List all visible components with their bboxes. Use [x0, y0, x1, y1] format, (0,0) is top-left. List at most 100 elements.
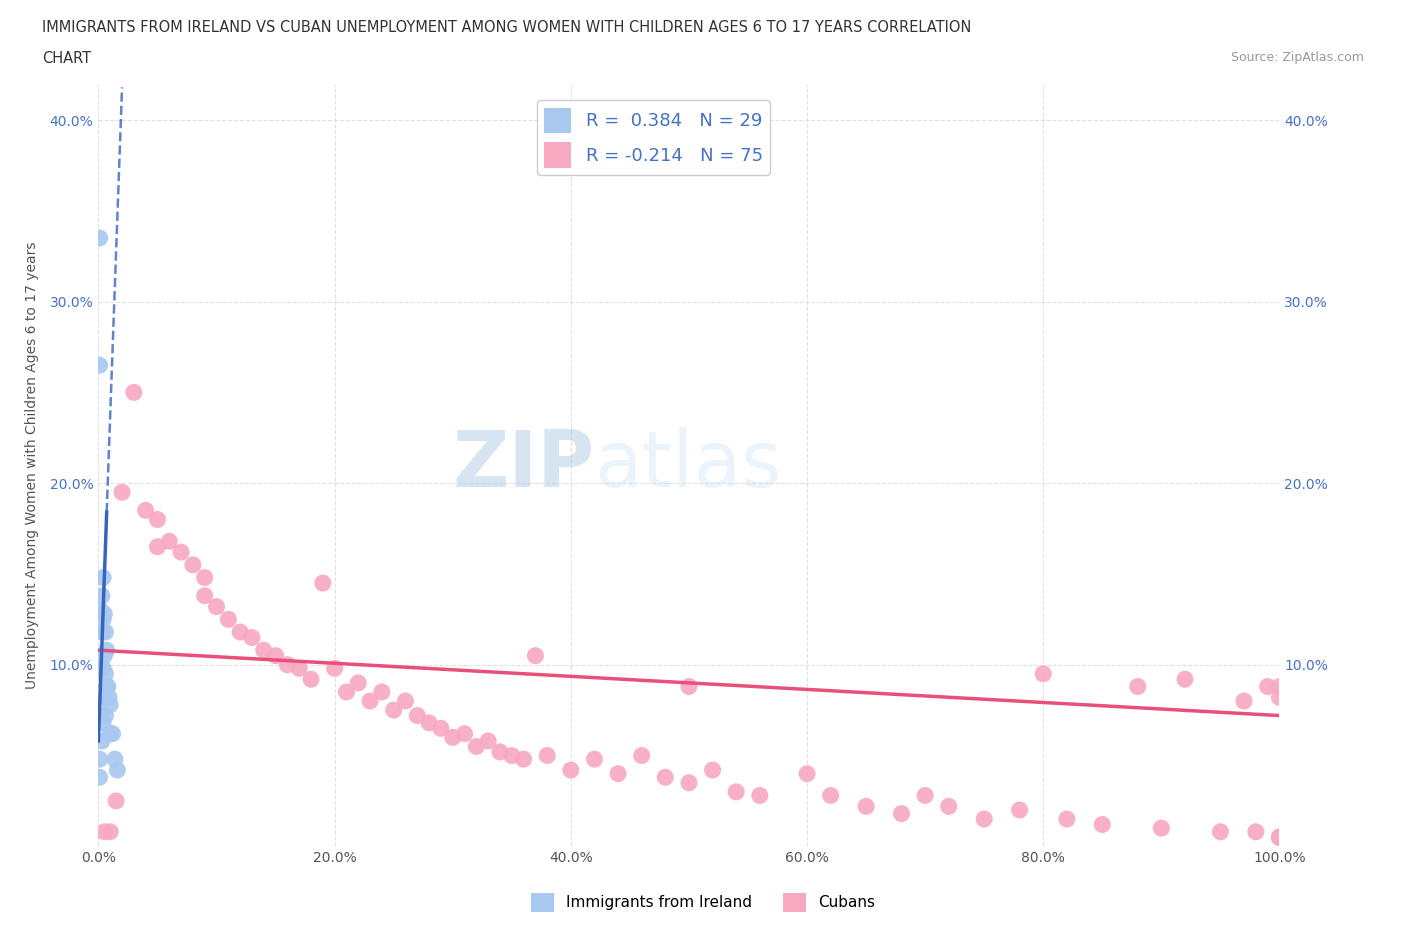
Point — [335, 684, 357, 699]
Point — [583, 751, 606, 766]
Point — [135, 503, 157, 518]
Point — [105, 793, 128, 808]
Point — [323, 661, 346, 676]
Point — [489, 744, 512, 759]
Point — [430, 721, 453, 736]
Point — [89, 358, 111, 373]
Point — [98, 698, 121, 712]
Point — [890, 806, 912, 821]
Point — [394, 694, 416, 709]
Text: ZIP: ZIP — [453, 427, 595, 503]
Point — [104, 751, 127, 766]
Point — [253, 643, 276, 658]
Text: CHART: CHART — [42, 51, 91, 66]
Point — [1008, 803, 1031, 817]
Point — [91, 612, 114, 627]
Point — [1091, 817, 1114, 832]
Point — [181, 557, 204, 572]
Point — [453, 726, 475, 741]
Point — [89, 231, 111, 246]
Point — [465, 739, 488, 754]
Point — [89, 751, 111, 766]
Point — [1268, 679, 1291, 694]
Point — [93, 606, 115, 621]
Point — [914, 788, 936, 803]
Point — [1268, 830, 1291, 844]
Point — [97, 679, 120, 694]
Point — [560, 763, 582, 777]
Point — [91, 715, 114, 730]
Point — [288, 661, 311, 676]
Point — [382, 703, 405, 718]
Point — [90, 603, 112, 618]
Point — [1244, 824, 1267, 839]
Point — [276, 658, 298, 672]
Point — [418, 715, 440, 730]
Point — [524, 648, 547, 663]
Point — [96, 643, 118, 658]
Point — [973, 812, 995, 827]
Point — [1268, 690, 1291, 705]
Point — [630, 748, 652, 763]
Point — [678, 776, 700, 790]
Point — [1056, 812, 1078, 827]
Point — [91, 661, 114, 676]
Legend: Immigrants from Ireland, Cubans: Immigrants from Ireland, Cubans — [524, 887, 882, 918]
Point — [105, 763, 128, 777]
Point — [93, 690, 115, 705]
Point — [820, 788, 842, 803]
Point — [312, 576, 335, 591]
Point — [146, 539, 169, 554]
Point — [347, 675, 370, 690]
Text: atlas: atlas — [595, 427, 782, 503]
Point — [264, 648, 287, 663]
Point — [157, 534, 180, 549]
Point — [855, 799, 877, 814]
Point — [406, 708, 429, 723]
Point — [94, 667, 117, 682]
Point — [359, 694, 381, 709]
Point — [101, 726, 124, 741]
Point — [94, 708, 117, 723]
Point — [1268, 830, 1291, 844]
Point — [94, 625, 117, 640]
Point — [1268, 830, 1291, 844]
Point — [217, 612, 239, 627]
Point — [98, 824, 121, 839]
Point — [702, 763, 724, 777]
Point — [96, 679, 118, 694]
Point — [93, 648, 115, 663]
Point — [1126, 679, 1149, 694]
Point — [90, 708, 112, 723]
Point — [536, 748, 558, 763]
Point — [725, 784, 748, 799]
Point — [146, 512, 169, 527]
Y-axis label: Unemployment Among Women with Children Ages 6 to 17 years: Unemployment Among Women with Children A… — [24, 241, 38, 689]
Point — [91, 661, 114, 676]
Point — [1150, 820, 1173, 835]
Point — [122, 385, 145, 400]
Point — [1209, 824, 1232, 839]
Point — [678, 679, 700, 694]
Point — [501, 748, 523, 763]
Point — [1032, 667, 1054, 682]
Point — [607, 766, 630, 781]
Point — [796, 766, 818, 781]
Point — [229, 625, 252, 640]
Point — [938, 799, 960, 814]
Point — [91, 589, 114, 604]
Point — [93, 824, 115, 839]
Point — [1174, 671, 1197, 686]
Point — [371, 684, 394, 699]
Point — [194, 570, 217, 585]
Point — [91, 570, 114, 585]
Point — [240, 630, 263, 644]
Point — [91, 734, 114, 749]
Point — [89, 770, 111, 785]
Text: IMMIGRANTS FROM IRELAND VS CUBAN UNEMPLOYMENT AMONG WOMEN WITH CHILDREN AGES 6 T: IMMIGRANTS FROM IRELAND VS CUBAN UNEMPLO… — [42, 20, 972, 35]
Point — [91, 625, 114, 640]
Text: Source: ZipAtlas.com: Source: ZipAtlas.com — [1230, 51, 1364, 64]
Point — [1257, 679, 1279, 694]
Point — [98, 726, 121, 741]
Point — [98, 690, 121, 705]
